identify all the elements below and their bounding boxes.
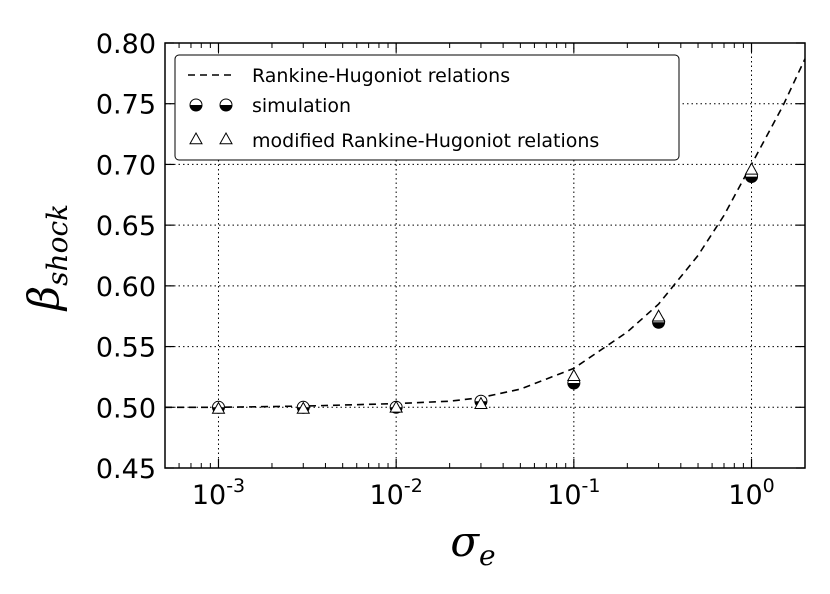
x-tick-base: 10: [728, 480, 762, 511]
legend: Rankine-Hugoniot relations simulation modi…: [174, 54, 680, 161]
x-tick-base: 10: [192, 480, 226, 511]
series-rankine-hugoniot: [165, 58, 806, 409]
x-tick-exponent: -1: [582, 475, 601, 497]
y-tick-label: 0.75: [96, 90, 156, 121]
legend-triangle-marker: [189, 131, 203, 145]
data-markers: [211, 162, 759, 414]
y-axis-label: βshock: [19, 204, 74, 312]
y-tick-label: 0.45: [96, 454, 156, 485]
legend-label: modified Rankine-Hugoniot relations: [252, 130, 599, 152]
y-tick-label: 0.50: [96, 393, 156, 424]
legend-box: [174, 54, 680, 161]
x-tick-base: 10: [547, 480, 581, 511]
modified-rh-point: [651, 309, 666, 322]
y-axis-label-symbol: β: [19, 286, 68, 312]
modified-rh-point: [744, 162, 759, 175]
modified-rh-point: [211, 401, 226, 414]
legend-simulation-marker: [219, 98, 233, 112]
x-tick-label: 10-3: [192, 475, 245, 511]
marker-fill: [567, 383, 580, 389]
marker-fill: [220, 105, 232, 111]
x-tick-label: 100: [728, 475, 774, 511]
x-tick-exponent: -3: [226, 475, 245, 497]
x-axis-label-symbol: σ: [450, 517, 480, 566]
x-tick-exponent: 0: [763, 475, 775, 497]
x-axis-label: σe: [450, 517, 495, 572]
modified-rh-point: [474, 396, 488, 409]
y-tick-label: 0.80: [96, 29, 156, 60]
y-tick-label: 0.70: [96, 150, 156, 181]
rankine-hugoniot-curve: [165, 58, 806, 409]
y-tick-label: 0.60: [96, 272, 156, 303]
modified-rh-point: [566, 368, 581, 382]
x-tick-base: 10: [370, 480, 404, 511]
marker-fill: [745, 176, 758, 183]
x-tick-label: 10-1: [547, 475, 600, 511]
x-tick-exponent: -2: [404, 475, 423, 497]
x-axis-label-subscript: e: [479, 539, 496, 572]
marker-fill: [652, 322, 665, 329]
legend-triangle-marker: [219, 131, 233, 145]
modified-rh-point: [389, 400, 404, 413]
legend-label: simulation: [252, 95, 351, 117]
y-axis-label-subscript: shock: [41, 204, 74, 286]
marker-fill: [190, 105, 202, 111]
legend-simulation-marker: [189, 98, 203, 112]
x-tick-label: 10-2: [370, 475, 423, 511]
plot-frame: [164, 42, 806, 469]
legend-label: Rankine-Hugoniot relations: [252, 65, 510, 87]
y-tick-label: 0.65: [96, 211, 156, 242]
y-tick-label: 0.55: [96, 333, 156, 364]
modified-rh-point: [296, 401, 311, 414]
